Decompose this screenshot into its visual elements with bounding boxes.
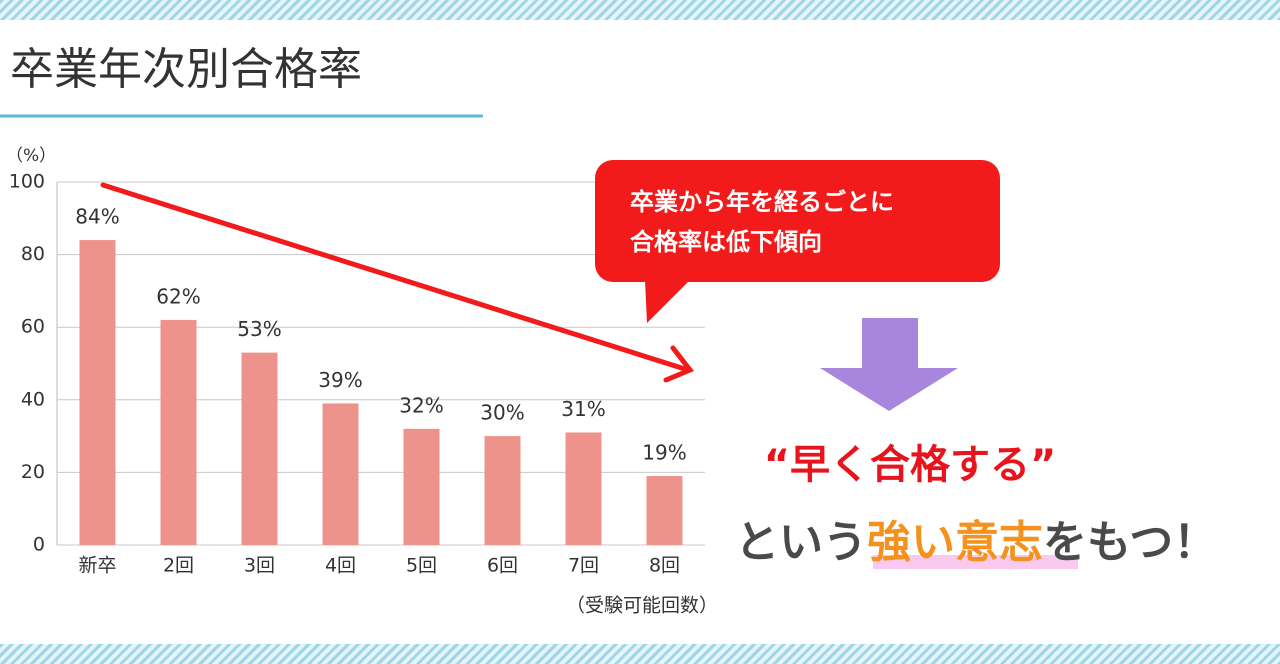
bar (160, 319, 197, 545)
message-emphasis: 強い意志 (867, 517, 1043, 568)
y-tick-label: 60 (21, 316, 45, 338)
x-tick-label: 5回 (406, 555, 437, 577)
down-arrow (820, 318, 958, 411)
y-axis-label: （%） (6, 146, 56, 166)
value-label: 84% (75, 205, 119, 229)
value-label: 53% (237, 317, 281, 341)
y-tick-label: 20 (21, 461, 45, 483)
x-tick-label: 4回 (325, 555, 356, 577)
x-tick-label: 3回 (244, 555, 275, 577)
x-tick-label: 7回 (568, 555, 599, 577)
bar (646, 476, 683, 545)
value-label: 31% (561, 397, 605, 421)
bar (241, 352, 278, 545)
value-label: 19% (642, 441, 686, 465)
plot: 0 20 40 60 80 100 新卒 84% 2回 62% 3回 53% 4回 39% 5回 32% 6回 3… (9, 171, 705, 577)
callout-line: 合格率は低下傾向 (630, 228, 822, 256)
bar (565, 432, 602, 545)
y-tick-label: 80 (21, 243, 45, 265)
message-part: をもつ！ (1043, 517, 1217, 568)
bar (484, 436, 521, 545)
x-tick-label: 8回 (649, 555, 680, 577)
top-stripe (0, 0, 1280, 20)
bar (322, 403, 359, 545)
callout-line: 卒業から年を経るごとに (630, 188, 894, 216)
value-label: 32% (399, 393, 443, 417)
value-label: 39% (318, 368, 362, 392)
value-label: 30% (480, 401, 524, 425)
y-tick-label: 100 (9, 171, 45, 193)
x-tick-label: 新卒 (78, 555, 116, 577)
bar (79, 240, 116, 545)
x-tick-label: 6回 (487, 555, 518, 577)
trend-arrow (100, 182, 694, 383)
value-label: 62% (156, 284, 200, 308)
message-line: という強い意志をもつ！ (735, 517, 1217, 568)
y-tick-label: 40 (21, 388, 45, 410)
callout: 卒業から年を経るごとに 合格率は低下傾向 (595, 160, 1000, 323)
chart-title: 卒業年次別合格率 (10, 44, 362, 95)
y-tick-label: 0 (33, 534, 45, 556)
highlight (873, 555, 1078, 569)
message-headline: “早く合格する” (764, 442, 1057, 488)
x-axis-label: （受験可能回数） (566, 595, 718, 617)
x-tick-label: 2回 (163, 555, 194, 577)
bar (403, 428, 440, 545)
bottom-stripe (0, 644, 1280, 664)
message-part: という (735, 517, 867, 568)
